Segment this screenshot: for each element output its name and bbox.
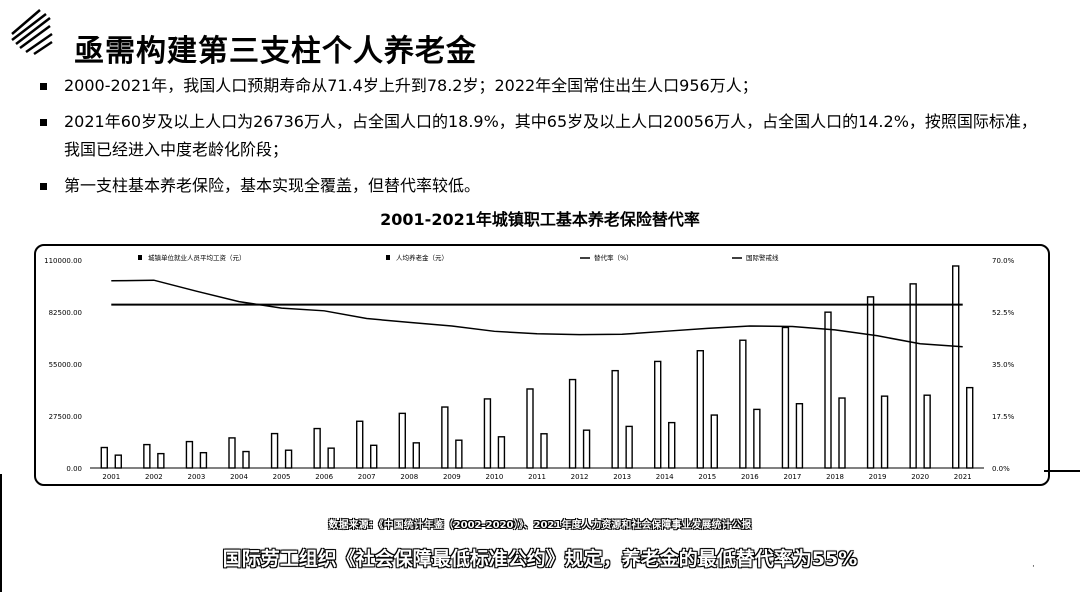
replacement-rate-chart: 0.00 27500.00 55000.00 82500.00 110000.00 0.0… xyxy=(44,253,1015,481)
x-tick-label: 2015 xyxy=(698,473,716,481)
legend-label: 人均养老金（元） xyxy=(396,253,448,262)
x-tick-label: 2019 xyxy=(869,473,887,481)
x-tick-label: 2021 xyxy=(954,473,972,481)
bar-avg-pension xyxy=(412,442,420,469)
bar-avg-wage xyxy=(356,420,364,469)
bar-avg-wage xyxy=(568,378,577,469)
bullet-first-pillar: 第一支柱基本养老保险，基本实现全覆盖，但替代率较低。 xyxy=(40,172,1050,200)
y-right-tick-label: 70.0% xyxy=(992,257,1015,265)
bar-avg-wage xyxy=(654,360,662,469)
bar-avg-wage xyxy=(824,311,832,469)
y-left-tick-label: 0.00 xyxy=(66,465,82,473)
bar-avg-pension xyxy=(838,397,846,469)
data-source: 数据来源：《中国统计年鉴（2002-2020）》、2021年度人力资源和社会保障… xyxy=(328,520,752,531)
bar-avg-pension xyxy=(625,425,633,469)
bar-avg-wage xyxy=(100,446,108,469)
x-tick-label: 2017 xyxy=(784,473,802,481)
bar-avg-pension xyxy=(540,433,548,469)
bar-avg-pension xyxy=(880,395,889,469)
legend-swatch xyxy=(138,255,142,260)
frame-decoration-right xyxy=(1044,470,1080,472)
bar-avg-pension xyxy=(923,394,931,469)
bar-avg-pension xyxy=(157,452,165,469)
bar-avg-pension xyxy=(497,436,506,469)
y-left-tick-label: 110000.00 xyxy=(44,257,82,265)
bar-avg-pension xyxy=(668,421,676,469)
bar-avg-wage xyxy=(696,350,704,469)
bar-avg-wage xyxy=(398,412,406,469)
bar-avg-pension xyxy=(710,414,718,469)
bar-avg-wage xyxy=(441,406,449,469)
legend-label: 城镇单位就业人员平均工资（元） xyxy=(148,253,246,262)
x-tick-label: 2002 xyxy=(145,473,163,481)
x-tick-label: 2001 xyxy=(102,473,120,481)
x-tick-label: 2005 xyxy=(273,473,291,481)
y-left-tick-label: 27500.00 xyxy=(49,413,82,421)
x-tick-label: 2012 xyxy=(571,473,589,481)
x-tick-label: 2018 xyxy=(826,473,844,481)
y-right-tick-label: 17.5% xyxy=(992,413,1015,421)
x-tick-label: 2003 xyxy=(188,473,206,481)
x-tick-label: 2007 xyxy=(358,473,376,481)
brand-logo-icon xyxy=(11,9,53,56)
legend-label: 替代率（%） xyxy=(594,253,633,262)
x-tick-label: 2016 xyxy=(741,473,759,481)
x-tick-label: 2010 xyxy=(486,473,504,481)
bar-avg-wage xyxy=(781,326,790,469)
bar-avg-wage xyxy=(143,443,151,469)
bar-avg-wage xyxy=(313,427,321,469)
bar-avg-pension xyxy=(327,447,335,469)
y-right-tick-label: 35.0% xyxy=(992,361,1015,369)
x-tick-label: 2009 xyxy=(443,473,461,481)
bar-avg-pension xyxy=(284,449,293,469)
bar-avg-pension xyxy=(455,439,463,469)
bar-avg-wage xyxy=(739,339,747,469)
bar-avg-pension xyxy=(795,403,804,469)
x-tick-label: 2020 xyxy=(911,473,929,481)
bullet-aging-population: 2021年60岁及以上人口为26736万人，占全国人口的18.9%，其中65岁及… xyxy=(40,108,1050,164)
bar-avg-wage xyxy=(611,369,619,469)
x-tick-label: 2011 xyxy=(528,473,546,481)
bar-avg-wage xyxy=(909,283,917,469)
bar-avg-pension xyxy=(242,450,250,469)
y-right-tick-label: 52.5% xyxy=(992,309,1015,317)
bar-avg-pension xyxy=(370,444,378,469)
bar-avg-wage xyxy=(526,388,534,469)
bullet-list: 2000-2021年，我国人口预期寿命从71.4岁上升到78.2岁；2022年全… xyxy=(40,72,1050,208)
chart-title: 2001-2021年城镇职工基本养老保险替代率 xyxy=(380,210,700,229)
page-mark: · xyxy=(1032,562,1035,572)
y-left-tick-label: 55000.00 xyxy=(49,361,82,369)
frame-decoration-left xyxy=(0,474,18,592)
line-replacement-rate xyxy=(111,279,963,348)
legend-swatch xyxy=(386,255,390,260)
footnote: 国际劳工组织《社会保障最低标准公约》规定，养老金的最低替代率为55% xyxy=(222,548,858,570)
x-tick-label: 2014 xyxy=(656,473,674,481)
x-tick-label: 2013 xyxy=(613,473,631,481)
bar-avg-pension xyxy=(753,408,761,469)
bar-avg-pension xyxy=(114,454,122,469)
bar-avg-wage xyxy=(866,296,875,469)
chart-panel: 0.00 27500.00 55000.00 82500.00 110000.00 0.0… xyxy=(34,244,1050,486)
bar-avg-wage xyxy=(483,398,492,469)
y-right-tick-label: 0.0% xyxy=(992,465,1010,473)
bar-avg-wage xyxy=(228,437,236,469)
y-left-tick-label: 82500.00 xyxy=(49,309,82,317)
bar-avg-pension xyxy=(582,429,591,469)
x-tick-label: 2006 xyxy=(315,473,333,481)
legend-label: 国际警戒线 xyxy=(746,253,779,262)
bar-avg-wage xyxy=(952,265,960,469)
bullet-life-expectancy: 2000-2021年，我国人口预期寿命从71.4岁上升到78.2岁；2022年全… xyxy=(40,72,1050,100)
page-title: 亟需构建第三支柱个人养老金 xyxy=(74,34,477,69)
bar-avg-pension xyxy=(199,451,208,469)
bar-avg-wage xyxy=(185,440,194,469)
bar-avg-wage xyxy=(270,432,279,469)
bar-avg-pension xyxy=(966,386,974,469)
x-tick-label: 2004 xyxy=(230,473,248,481)
x-tick-label: 2008 xyxy=(400,473,418,481)
